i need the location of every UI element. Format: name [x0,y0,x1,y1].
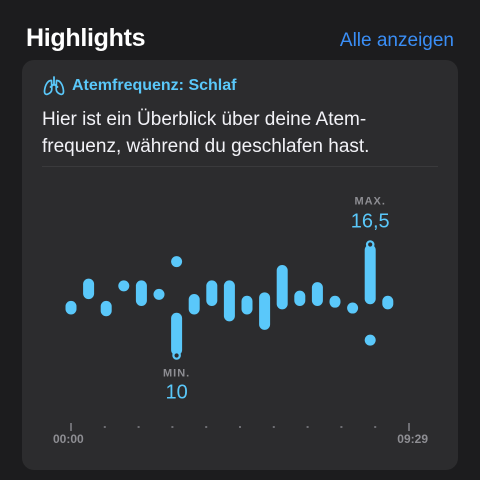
axis-tick [408,423,410,431]
range-bar [118,280,130,292]
max-annotation-label: MAX. [354,196,386,208]
axis-tick [272,426,275,428]
axis-tick [374,426,377,428]
outlier-point [171,256,183,268]
range-bar [241,295,253,315]
card-header: Atemfrequenz: Schlaf [42,74,236,98]
respiratory-range-chart: MIN. 10 MAX. 16,5 00:00 09:29 [53,196,428,446]
min-marker [172,351,181,360]
card-category-label: Atemfrequenz: Schlaf [72,77,237,94]
range-bar [276,265,288,310]
range-bar [83,278,95,300]
range-bar [347,302,359,314]
range-bar [259,292,271,330]
range-bar [100,300,112,317]
range-bar [329,295,341,308]
min-annotation-value: 10 [165,381,187,403]
min-annotation-label: MIN. [163,367,190,379]
x-axis-start-label: 00:00 [53,432,84,446]
axis-tick [340,426,343,428]
range-bar [153,288,165,300]
max-marker [365,240,375,249]
range-bar [364,244,376,305]
description-line-2: frequenz, während du geschlafen hast. [42,136,370,157]
x-axis-end-label: 09:29 [397,432,428,446]
section-title: Highlights [26,24,146,52]
range-bar [171,312,183,356]
show-all-link[interactable]: Alle anzeigen [339,30,454,51]
axis-tick [205,426,208,428]
axis-tick [70,423,72,431]
range-bar [65,300,77,315]
respiratory-rate-card[interactable]: Atemfrequenz: Schlaf Hier ist ein Überbl… [22,60,458,470]
range-bar [382,295,394,310]
divider [42,166,438,167]
range-bar [311,282,323,306]
axis-tick [306,426,309,428]
axis-tick [171,426,174,428]
range-bar [206,280,218,306]
range-bar [135,280,147,306]
axis-tick [239,426,241,428]
axis-tick [137,426,140,428]
range-bar [294,290,306,306]
range-bar [223,280,235,322]
description-line-1: Hier ist ein Überblick über deine Atem- [42,109,367,130]
lungs-icon [43,76,65,96]
range-bar [188,294,200,315]
axis-tick [103,426,106,428]
highlights-header: Highlights Alle anzeigen [26,24,454,58]
outlier-point [364,334,376,346]
card-description: Hier ist ein Überblick über deine Atem- … [42,106,442,160]
max-annotation-value: 16,5 [351,211,390,233]
